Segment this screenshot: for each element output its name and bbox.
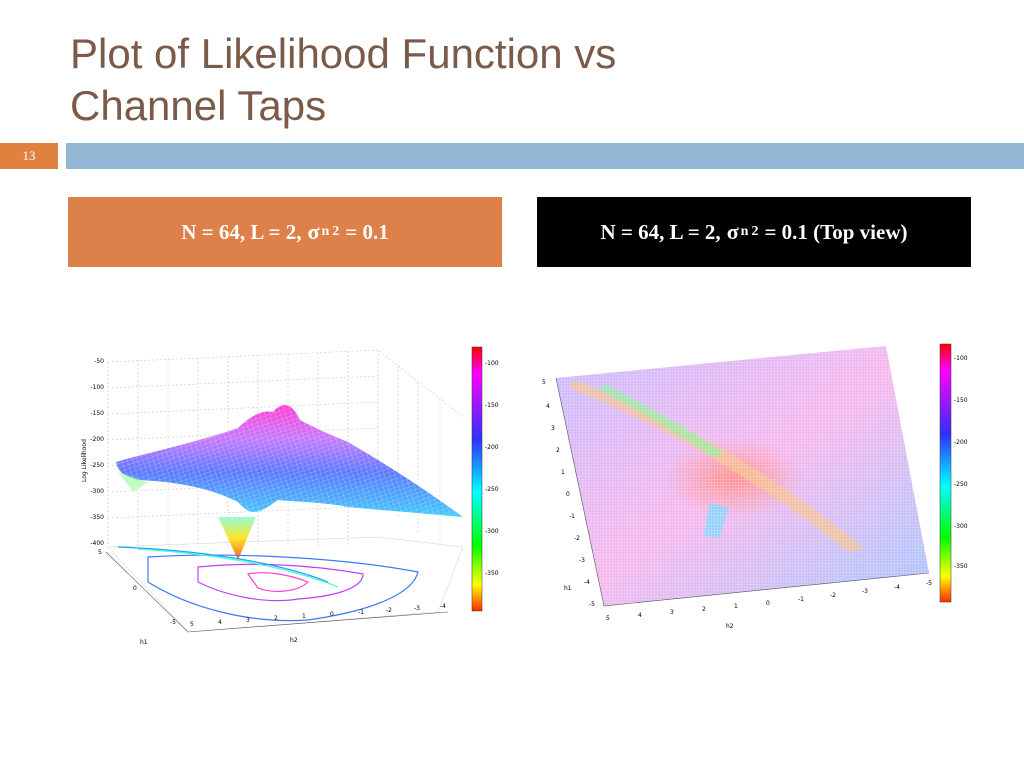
h1-tick: -2	[574, 535, 580, 542]
z-tick: -150	[90, 410, 104, 417]
colorbar-tick: -300	[954, 523, 968, 530]
h2-axis-label: h2	[290, 637, 298, 644]
caption-right-prefix: N = 64, L = 2,	[600, 219, 721, 244]
surface-plot-3d: -50 -100 -150 -200 -250 -300 -350 -400 L…	[78, 342, 508, 652]
h2-tick: -3	[862, 588, 868, 595]
colorbar-tick: -100	[485, 360, 499, 367]
colorbar-tick: -250	[954, 481, 968, 488]
h2-tick: 4	[638, 612, 642, 619]
title-line-1: Plot of Likelihood Function vs	[70, 30, 617, 77]
colorbar-tick: -200	[954, 439, 968, 446]
colorbar-tick: -200	[485, 444, 499, 451]
h1-tick: 3	[551, 425, 555, 432]
top-h2-axis: 5 4 3 2 1 0 -1 -2 -3 -4 -5 h2	[606, 580, 932, 630]
z-tick: -400	[90, 540, 104, 547]
h2-tick: 3	[670, 609, 674, 616]
h2-tick: 2	[702, 606, 706, 613]
z-tick: -50	[94, 358, 104, 365]
colorbar: -100 -150 -200 -250 -300 -350	[471, 346, 499, 612]
h1-tick: 5	[542, 379, 546, 386]
z-axis: -50 -100 -150 -200 -250 -300 -350 -400 L…	[81, 358, 104, 547]
z-tick: -350	[90, 514, 104, 521]
h1-axis-label: h1	[564, 585, 572, 592]
h2-tick: 3	[246, 617, 250, 624]
h2-tick: 1	[734, 603, 738, 610]
h2-tick: 2	[274, 615, 278, 622]
caption-right-suffix: = 0.1 (Top view)	[764, 219, 908, 244]
h2-tick: -4	[894, 584, 900, 591]
h2-tick: 0	[330, 611, 334, 618]
surface-plot-svg: -50 -100 -150 -200 -250 -300 -350 -400 L…	[81, 346, 499, 646]
h1-tick: 2	[556, 447, 560, 454]
h2-axis-label: h2	[726, 623, 734, 630]
caption-left-prefix: N = 64, L = 2,	[181, 219, 302, 244]
z-tick: -300	[90, 488, 104, 495]
h2-tick: -1	[358, 609, 364, 616]
colorbar-tick: -350	[485, 570, 499, 577]
z-tick: -250	[90, 462, 104, 469]
h1-tick: 0	[566, 491, 570, 498]
h1-tick: -4	[584, 579, 590, 586]
top-view-svg: 5 4 3 2 1 0 -1 -2 -3 -4 -5 h1 5 4 3 2 1 …	[542, 343, 968, 630]
title-line-2: Channel Taps	[70, 82, 327, 129]
slide-number: 13	[0, 143, 58, 169]
top-h1-axis: 5 4 3 2 1 0 -1 -2 -3 -4 -5 h1	[542, 379, 595, 608]
slide-title: Plot of Likelihood Function vs Channel T…	[70, 28, 970, 132]
h2-tick: -4	[440, 603, 446, 610]
h1-tick: -5	[589, 601, 595, 608]
surface-dip	[218, 517, 256, 560]
sigma-subscript: n	[740, 224, 749, 239]
h2-axis: 5 4 3 2 1 0 -1 -2 -3 -4 h2	[190, 603, 446, 644]
header-band	[66, 143, 1024, 169]
colorbar-tick: -150	[954, 397, 968, 404]
h1-tick: 5	[98, 549, 102, 556]
sigma-symbol: σ	[307, 219, 320, 244]
h1-tick: -1	[569, 513, 575, 520]
colorbar-tick: -300	[485, 528, 499, 535]
h2-tick: 0	[766, 600, 770, 607]
sigma-superscript: 2	[751, 224, 759, 239]
top-view-surface	[556, 346, 929, 606]
sigma-symbol: σ	[726, 219, 739, 244]
h1-tick: 4	[546, 403, 550, 410]
h1-axis-label: h1	[140, 639, 148, 646]
z-tick: -200	[90, 436, 104, 443]
h2-tick: -5	[926, 580, 932, 587]
caption-left-suffix: = 0.1	[345, 219, 389, 244]
h2-tick: -2	[386, 607, 392, 614]
colorbar-tick: -250	[485, 486, 499, 493]
h2-tick: -1	[798, 596, 804, 603]
contour-lines	[117, 546, 419, 622]
h1-tick: 0	[133, 585, 137, 592]
h1-tick: -3	[579, 557, 585, 564]
z-tick: -100	[90, 384, 104, 391]
colorbar-tick: -150	[485, 402, 499, 409]
h2-tick: -3	[414, 605, 420, 612]
sigma-superscript: 2	[332, 224, 340, 239]
h2-tick: 1	[302, 613, 306, 620]
colorbar-tick: -100	[954, 355, 968, 362]
h2-tick: -2	[830, 592, 836, 599]
h1-tick: -5	[170, 619, 176, 626]
surface-plot-top-view: 5 4 3 2 1 0 -1 -2 -3 -4 -5 h1 5 4 3 2 1 …	[534, 338, 974, 638]
colorbar-tick: -350	[954, 563, 968, 570]
h2-tick: 5	[190, 621, 194, 628]
colorbar: -100 -150 -200 -250 -300 -350	[939, 343, 968, 603]
sigma-subscript: n	[321, 224, 330, 239]
h2-tick: 4	[218, 619, 222, 626]
z-axis-label: Log Likelihood	[81, 439, 88, 482]
h1-axis: 5 0 -5 h1	[98, 549, 176, 646]
h2-tick: 5	[606, 615, 610, 622]
h1-tick: 1	[561, 469, 565, 476]
